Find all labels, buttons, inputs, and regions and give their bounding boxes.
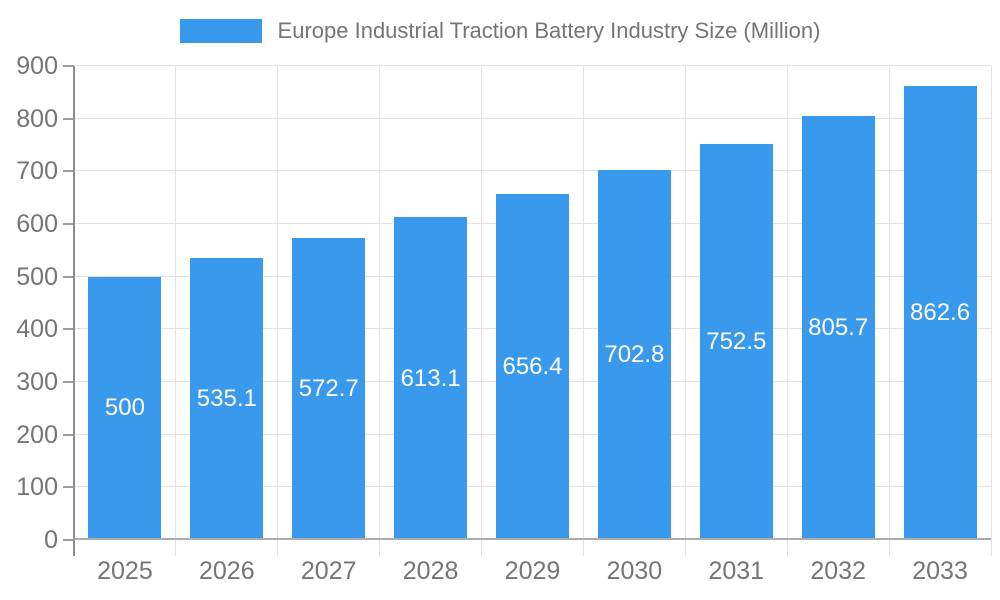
bar[interactable]	[801, 115, 875, 540]
bar[interactable]	[699, 143, 773, 540]
y-tick-label: 100	[16, 473, 58, 502]
x-tick-label: 2029	[504, 557, 561, 585]
bar-value-label: 500	[104, 394, 145, 422]
bar-value-label: 702.8	[604, 340, 665, 368]
gridline-horizontal	[74, 65, 991, 66]
legend-swatch	[179, 19, 262, 43]
x-tick-label: 2026	[199, 557, 255, 585]
x-tick-label: 2025	[97, 557, 153, 585]
y-tick-label: 400	[16, 315, 58, 344]
bar[interactable]	[496, 194, 569, 540]
x-tick-label: 2027	[300, 557, 357, 585]
bar[interactable]	[394, 217, 468, 540]
bar-value-label: 752.5	[706, 327, 767, 355]
y-tick-label: 800	[16, 104, 58, 133]
y-tick-label: 500	[16, 262, 58, 291]
x-tick-label: 2030	[606, 557, 663, 585]
y-axis-tick	[63, 275, 74, 278]
y-axis-tick	[63, 328, 74, 331]
bar[interactable]	[597, 169, 671, 540]
y-axis-tick	[63, 486, 74, 489]
category-separator	[990, 66, 992, 556]
category-separator	[379, 66, 381, 556]
y-tick-label: 600	[16, 210, 58, 238]
y-axis-line	[73, 66, 75, 556]
y-axis-tick	[63, 433, 74, 436]
y-axis-tick	[63, 381, 74, 383]
category-separator	[684, 66, 686, 556]
bar-value-label: 613.1	[400, 364, 461, 392]
bar-value-label: 805.7	[808, 313, 869, 341]
bar[interactable]	[903, 85, 977, 540]
bar[interactable]	[292, 238, 366, 540]
category-separator	[786, 66, 788, 556]
bar-value-label: 656.4	[502, 353, 563, 381]
bar[interactable]	[88, 276, 162, 540]
y-axis-tick	[63, 539, 74, 541]
bar-value-label: 535.1	[196, 385, 257, 413]
y-tick-label: 700	[16, 157, 58, 186]
y-tick-label: 200	[16, 420, 58, 449]
category-separator	[175, 66, 177, 556]
chart-legend[interactable]: Europe Industrial Traction Battery Indus…	[0, 16, 1000, 46]
x-tick-label: 2028	[402, 557, 459, 585]
x-tick-label: 2033	[912, 557, 968, 585]
gridline-horizontal	[74, 117, 991, 119]
y-axis-tick	[63, 65, 74, 67]
category-separator	[481, 66, 483, 556]
category-separator	[582, 66, 584, 556]
x-tick-label: 2032	[810, 557, 866, 585]
gridline-horizontal	[74, 170, 991, 172]
bar[interactable]	[190, 258, 264, 540]
y-tick-label: 900	[16, 52, 58, 80]
x-tick-label: 2031	[708, 557, 765, 585]
bar-value-label: 862.6	[910, 298, 971, 326]
category-separator	[888, 66, 890, 556]
y-axis-tick	[63, 117, 74, 120]
chart-title: Europe Industrial Traction Battery Indus…	[277, 18, 821, 43]
y-tick-label: 300	[16, 368, 58, 396]
y-axis-tick	[63, 170, 74, 173]
bar-value-label: 572.7	[298, 375, 359, 403]
y-axis-tick	[63, 223, 74, 225]
category-separator	[277, 66, 279, 556]
x-baseline	[74, 538, 991, 540]
y-tick-label: 0	[44, 526, 58, 554]
